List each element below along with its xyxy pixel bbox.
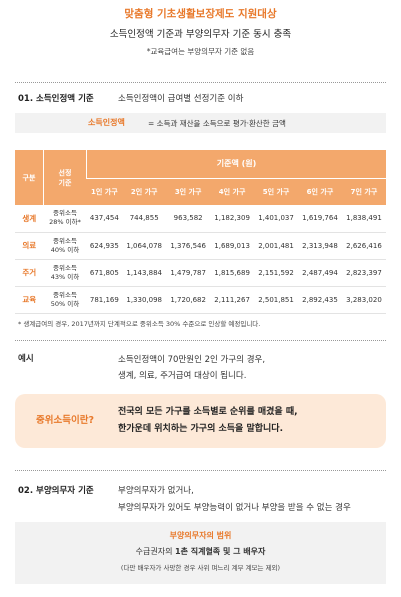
cell: 2,892,435 <box>298 286 342 314</box>
column-header: 1인 가구 <box>86 177 123 205</box>
example-label: 예시 <box>18 354 34 364</box>
table-row: 의료 중위소득 40% 이하 624,935 1,064,078 1,376,546 1,6… <box>15 232 386 260</box>
category: 교육 <box>15 286 44 314</box>
cell: 671,805 <box>86 259 123 287</box>
cell: 3,283,020 <box>341 286 386 314</box>
cell: 744,855 <box>122 205 167 233</box>
cell: 2,501,851 <box>254 286 299 314</box>
table-row: 교육 중위소득 50% 이하 781,169 1,330,098 1,720,682 2,1… <box>15 286 386 314</box>
cell: 1,376,546 <box>166 232 211 260</box>
separator <box>15 470 386 471</box>
cell: 1,330,098 <box>122 286 167 314</box>
cell: 624,935 <box>86 232 123 260</box>
bold-text: 1촌 직계혈족 및 그 배우자 <box>175 547 266 556</box>
column-header: 4인 가구 <box>210 177 255 205</box>
cell: 1,479,787 <box>166 259 211 287</box>
line: 부양의무자가 있어도 부양능력이 없거나 부양을 받을 수 없는 경우 <box>118 503 351 513</box>
line: 전국의 모든 가구를 소득별로 순위를 매겼을 때, <box>118 407 298 417</box>
header-cell: 기준액 (원) <box>86 150 386 178</box>
column-header: 2인 가구 <box>122 177 167 205</box>
category: 의료 <box>15 232 44 260</box>
footnote: * 생계급여의 경우, 2017년까지 단계적으로 중위소득 30% 수준으로 … <box>18 320 261 328</box>
separator <box>15 82 386 83</box>
line: 한가운데 위치하는 가구의 소득을 말합니다. <box>118 424 283 434</box>
cell: 437,454 <box>86 205 123 233</box>
cell: 2,151,592 <box>254 259 299 287</box>
line: 부양의무자가 없거나, <box>118 486 194 496</box>
criteria: 중위소득 43% 이하 <box>43 259 87 287</box>
category: 주거 <box>15 259 44 287</box>
line: 28% 이하* <box>49 218 81 227</box>
line: 43% 이하 <box>50 272 80 281</box>
cell: 1,143,884 <box>122 259 167 287</box>
callout-text: 전국의 모든 가구를 소득별로 순위를 매겼을 때, 한가운데 위치하는 가구의 … <box>118 404 298 438</box>
subtitle: 소득인정액 기준과 부양의무자 기준 동시 충족 <box>109 29 292 40</box>
cell: 1,689,013 <box>210 232 255 260</box>
line: 50% 이하 <box>50 299 80 308</box>
cell: 2,487,494 <box>298 259 342 287</box>
section-label: 01. 소득인정액 기준 <box>18 94 94 104</box>
cell: 2,626,416 <box>341 232 386 260</box>
table: 구분 선정 기준 기준액 (원) 1인 가구 2인 가구 3인 가구 4인 가구 5인 가구 6인… <box>15 150 386 314</box>
callout-box <box>15 394 386 448</box>
table-row: 생계 중위소득 28% 이하* 437,454 744,855 963,582 1,182,… <box>15 205 386 233</box>
text: 수급권자의 <box>135 547 176 556</box>
example-text: 소득인정액이 70만원인 2인 가구의 경우, 생계, 의료, 주거급여 대상이 … <box>118 352 265 384</box>
cell: 1,182,309 <box>210 205 255 233</box>
table-row: 주거 중위소득 43% 이하 671,805 1,143,884 1,479,787 1,8… <box>15 259 386 287</box>
cell: 2,823,397 <box>341 259 386 287</box>
header-cell: 구분 <box>15 150 44 205</box>
line: 40% 이하 <box>50 245 80 254</box>
line: 중위소득 <box>53 290 77 299</box>
scope-text: 수급권자의 1촌 직계혈족 및 그 배우자 <box>0 546 401 557</box>
definition-text: = 소득과 재산을 소득으로 평가·환산한 금액 <box>148 119 286 128</box>
scope-box <box>15 522 386 584</box>
column-header: 5인 가구 <box>254 177 299 205</box>
cell: 1,720,682 <box>166 286 211 314</box>
line: 기준 <box>58 178 72 187</box>
note: *교육급여는 부양의무자 기준 없음 <box>146 47 255 56</box>
category: 생계 <box>15 205 44 233</box>
cell: 2,001,481 <box>254 232 299 260</box>
header-row: 구분 선정 기준 기준액 (원) <box>15 150 386 205</box>
criteria: 중위소득 50% 이하 <box>43 286 87 314</box>
definition-box <box>15 113 386 133</box>
scope-note: (다만 배우자가 사망한 경우 사위 며느리 계부 계모는 제외) <box>120 564 281 572</box>
column-header: 7인 가구 <box>341 177 386 205</box>
column-header: 6인 가구 <box>298 177 342 205</box>
criteria: 중위소득 28% 이하* <box>43 205 87 233</box>
cell: 1,064,078 <box>122 232 167 260</box>
cell: 1,815,689 <box>210 259 255 287</box>
cell: 1,838,491 <box>341 205 386 233</box>
line: 중위소득 <box>53 236 77 245</box>
header-cell: 선정 기준 <box>43 150 87 205</box>
line: 소득인정액이 70만원인 2인 가구의 경우, <box>118 355 266 365</box>
title: 맞춤형 기초생활보장제도 지원대상 <box>124 8 277 20</box>
separator <box>15 340 386 341</box>
section-label: 02. 부양의무자 기준 <box>18 486 94 496</box>
criteria: 중위소득 40% 이하 <box>43 232 87 260</box>
section-text: 부양의무자가 없거나, 부양의무자가 있어도 부양능력이 없거나 부양을 받을 수… <box>118 483 351 517</box>
column-header: 3인 가구 <box>166 177 211 205</box>
line: 중위소득 <box>53 263 77 272</box>
cell: 2,313,948 <box>298 232 342 260</box>
cell: 963,582 <box>166 205 211 233</box>
cell: 2,111,267 <box>210 286 255 314</box>
header-row: 1인 가구 2인 가구 3인 가구 4인 가구 5인 가구 6인 가구 7인 가구 <box>15 177 386 205</box>
section-text: 소득인정액이 급여별 선정기준 이하 <box>118 94 244 104</box>
definition-term: 소득인정액 <box>88 118 125 127</box>
line: 선정 <box>58 168 72 177</box>
line: 중위소득 <box>53 209 77 218</box>
scope-title: 부양의무자의 범위 <box>169 531 232 540</box>
cell: 781,169 <box>86 286 123 314</box>
line: 생계, 의료, 주거급여 대상이 됩니다. <box>118 371 247 381</box>
cell: 1,619,764 <box>298 205 342 233</box>
cell: 1,401,037 <box>254 205 299 233</box>
callout-term: 중위소득이란? <box>36 415 94 426</box>
